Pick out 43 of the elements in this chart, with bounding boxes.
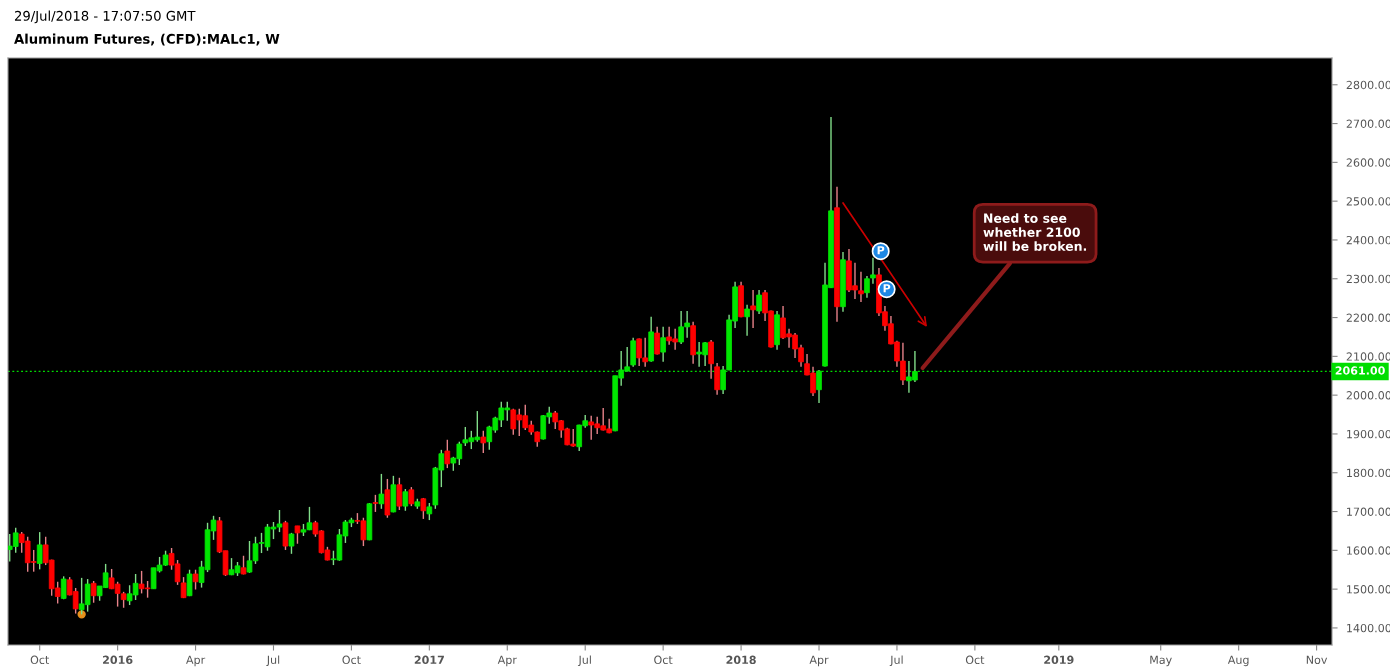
x-tick-label: Oct (965, 655, 985, 665)
candlestick (282, 520, 289, 551)
candlestick (744, 304, 750, 337)
x-tick-label: Oct (30, 655, 50, 665)
candlestick (396, 477, 403, 511)
x-tick-label: 2019 (1044, 655, 1074, 665)
annotation: Need to see whether 2100 will be broken. (983, 213, 1087, 251)
text: 29/Jul/2018 - 17:07:50 GMT (14, 10, 196, 24)
candlestick (654, 326, 660, 356)
x-tick-label: Oct (654, 655, 673, 665)
x-tick-label: 2018 (726, 655, 756, 665)
candlestick (402, 488, 409, 512)
x-tick-label: 2016 (103, 655, 133, 665)
candlestick (12, 527, 19, 554)
ref-line-label: 2061.00 (1335, 366, 1385, 375)
candlestick (480, 430, 487, 454)
candlestick (708, 339, 714, 380)
candlestick (186, 569, 193, 597)
x-tick-label: Nov (1306, 655, 1328, 665)
candlestick (756, 289, 762, 315)
x-tick-label: Jul (889, 655, 903, 667)
x-tick-label: Apr (809, 655, 829, 667)
x-tick-label: Apr (497, 655, 517, 667)
x-tick-label: 2017 (414, 655, 444, 665)
candlestick (750, 289, 756, 329)
annotation: P (877, 246, 885, 255)
candlestick (378, 473, 385, 510)
annotation: P (883, 284, 891, 293)
candlestick (408, 486, 415, 507)
candlestick (36, 531, 43, 571)
candlestick (240, 555, 247, 576)
chart-title: Aluminum Futures, (CFD):MALc1, W (14, 33, 280, 46)
x-tick-label: Oct (342, 655, 361, 665)
candlestick (714, 362, 720, 396)
x-tick-label: Jul (577, 655, 591, 667)
x-tick-label: Apr (186, 655, 206, 667)
x-tick-label: Aug (1227, 655, 1249, 667)
candlestick (90, 580, 97, 604)
candlestick (444, 439, 451, 469)
candlestick (660, 326, 666, 363)
x-tick-label: May (1150, 655, 1172, 667)
x-tick-label: Jul (266, 655, 280, 667)
candlestick (192, 569, 199, 591)
